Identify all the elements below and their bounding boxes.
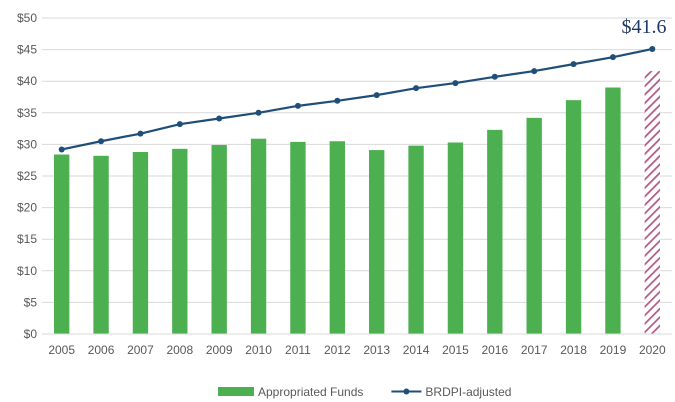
line-point-2018 <box>570 61 577 68</box>
legend-label: BRDPI-adjusted <box>425 385 511 399</box>
x-tick-label: 2017 <box>521 343 548 357</box>
x-tick-label: 2012 <box>324 343 351 357</box>
x-tick-label: 2016 <box>481 343 508 357</box>
x-tick-label: 2018 <box>560 343 587 357</box>
x-tick-label: 2009 <box>206 343 233 357</box>
x-tick-label: 2010 <box>245 343 272 357</box>
y-tick-label: $45 <box>17 43 37 57</box>
legend-item-brdpi-adjusted: BRDPI-adjusted <box>391 385 511 399</box>
y-tick-label: $10 <box>17 264 37 278</box>
line-point-2016 <box>491 73 498 80</box>
x-tick-label: 2013 <box>363 343 390 357</box>
line-point-2010 <box>255 109 262 116</box>
bar-2020 <box>644 71 660 334</box>
line-point-2014 <box>413 85 420 92</box>
y-tick-label: $20 <box>17 201 37 215</box>
x-tick-label: 2005 <box>48 343 75 357</box>
bar-2009 <box>211 145 227 334</box>
bar-2015 <box>447 142 464 334</box>
line-point-2013 <box>373 92 380 99</box>
bar-2005 <box>54 154 70 334</box>
x-tick-label: 2020 <box>639 343 666 357</box>
line-point-2020 <box>649 45 656 52</box>
x-tick-label: 2008 <box>166 343 193 357</box>
legend: Appropriated Funds BRDPI-adjusted <box>218 385 511 399</box>
x-tick-label: 2007 <box>127 343 154 357</box>
bar-2007 <box>132 151 149 334</box>
y-tick-label: $0 <box>24 327 38 341</box>
annotations: $41.6 <box>622 16 667 38</box>
bar-series-appropriated-funds <box>54 71 660 335</box>
y-tick-label: $5 <box>24 295 38 309</box>
line-path <box>61 47 653 151</box>
x-axis-tick-labels: 2005 2006 2007 2008 2009 2010 2011 2012 2013 2014… <box>48 343 666 357</box>
legend-swatch <box>218 387 254 396</box>
x-tick-label: 2015 <box>442 343 469 357</box>
x-tick-label: 2019 <box>600 343 627 357</box>
legend-label: Appropriated Funds <box>258 385 363 399</box>
bar-2019 <box>605 87 621 335</box>
x-tick-label: 2011 <box>285 343 311 357</box>
line-point-2006 <box>98 138 105 145</box>
y-tick-label: $35 <box>17 106 37 120</box>
line-point-2017 <box>531 68 538 75</box>
bar-2017 <box>526 117 542 334</box>
line-point-2007 <box>137 130 144 137</box>
x-tick-label: 2014 <box>403 343 430 357</box>
bar-2010 <box>250 138 267 334</box>
y-tick-label: $50 <box>17 11 37 25</box>
bar-2008 <box>172 148 188 334</box>
line-point-2005 <box>58 146 65 153</box>
callout-label: $41.6 <box>622 16 667 38</box>
bar-2014 <box>408 145 424 334</box>
y-tick-label: $25 <box>17 169 37 183</box>
bar-2012 <box>329 141 345 334</box>
y-tick-label: $30 <box>17 137 37 151</box>
line-point-2009 <box>216 115 223 122</box>
bar-2018 <box>565 100 582 334</box>
line-series-brdpi-adjusted <box>58 45 656 153</box>
y-axis-tick-labels: $0 $5 $10 $15 $20 $25 $30 $35 $40 $45 $50 <box>17 11 37 341</box>
x-tick-label: 2006 <box>88 343 115 357</box>
line-point-2008 <box>176 121 183 128</box>
bar-2016 <box>487 129 503 334</box>
y-tick-label: $15 <box>17 232 37 246</box>
legend-swatch-marker <box>403 388 410 395</box>
bar-2013 <box>369 150 385 334</box>
line-point-2011 <box>294 102 301 109</box>
line-point-2012 <box>334 97 341 104</box>
bar-2006 <box>93 155 109 334</box>
line-point-2015 <box>452 80 459 87</box>
legend-item-appropriated-funds: Appropriated Funds <box>218 385 363 399</box>
y-tick-label: $40 <box>17 74 37 88</box>
bar-2011 <box>290 141 306 334</box>
line-point-2019 <box>609 54 616 61</box>
